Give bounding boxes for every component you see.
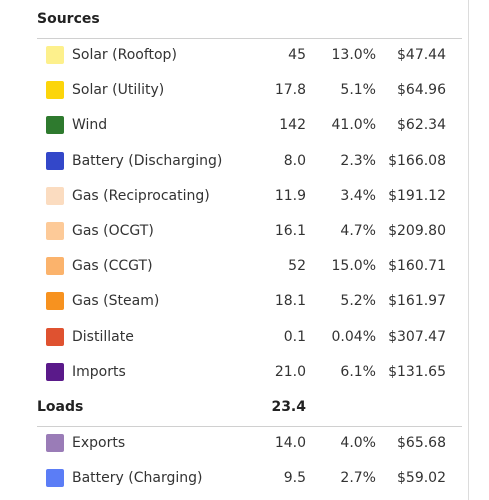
source-name: Gas (OCGT) [72,223,154,239]
source-name: Imports [72,363,126,380]
power-value: 9.5 [283,470,306,487]
divider [37,38,462,39]
percent-value: 5.1% [340,82,376,99]
color-swatch [46,292,64,311]
price-value: $47.44 [397,47,446,63]
source-name: Battery (Charging) [72,470,203,487]
price-value: $131.65 [388,363,446,380]
power-value: 8.0 [283,152,306,169]
percent-value: 6.1% [340,363,376,380]
section-title: Sources [37,11,100,27]
percent-value: 2.3% [340,152,376,169]
price-value: $64.96 [397,82,446,99]
source-name: Distillate [72,328,134,345]
color-swatch [46,186,64,205]
power-value: 45 [288,47,306,63]
source-name: Solar (Rooftop) [72,47,177,63]
price-value: $62.34 [397,117,446,134]
power-value: 17.8 [274,82,306,99]
panel-border [468,0,469,500]
color-swatch [46,327,64,346]
source-name: Gas (CCGT) [72,258,153,275]
price-value: $65.68 [397,435,446,451]
power-value: 18.1 [274,293,306,310]
source-name: Battery (Discharging) [72,152,223,169]
source-name: Wind [72,117,108,134]
color-swatch [46,151,64,170]
color-swatch [46,469,64,488]
percent-value: 0.04% [331,328,376,345]
percent-value: 4.7% [340,223,376,239]
color-swatch [46,222,64,240]
percent-value: 41.0% [331,117,376,134]
power-value: 0.1 [283,328,306,345]
power-value: 52 [288,258,306,275]
price-value: $191.12 [388,187,446,204]
price-value: $209.80 [388,223,446,239]
power-value: 14.0 [274,435,306,451]
color-swatch [46,81,64,100]
section-title: Loads [37,399,84,415]
percent-value: 13.0% [331,47,376,63]
source-name: Exports [72,435,126,451]
source-name: Gas (Steam) [72,293,160,310]
price-value: $161.97 [388,293,446,310]
percent-value: 15.0% [331,258,376,275]
percent-value: 4.0% [340,435,376,451]
color-swatch [46,116,64,135]
percent-value: 2.7% [340,470,376,487]
percent-value: 3.4% [340,187,376,204]
price-value: $59.02 [397,470,446,487]
power-value: 16.1 [274,223,306,239]
power-value: 142 [279,117,306,134]
section-total: 23.4 [271,399,306,415]
price-value: $166.08 [388,152,446,169]
price-value: $160.71 [388,258,446,275]
color-swatch [46,257,64,276]
color-swatch [46,46,64,64]
color-swatch [46,362,64,381]
power-value: 21.0 [274,363,306,380]
divider [37,426,462,427]
percent-value: 5.2% [340,293,376,310]
price-value: $307.47 [388,328,446,345]
color-swatch [46,434,64,452]
power-value: 11.9 [274,187,306,204]
source-name: Gas (Reciprocating) [72,187,210,204]
source-name: Solar (Utility) [72,82,165,99]
